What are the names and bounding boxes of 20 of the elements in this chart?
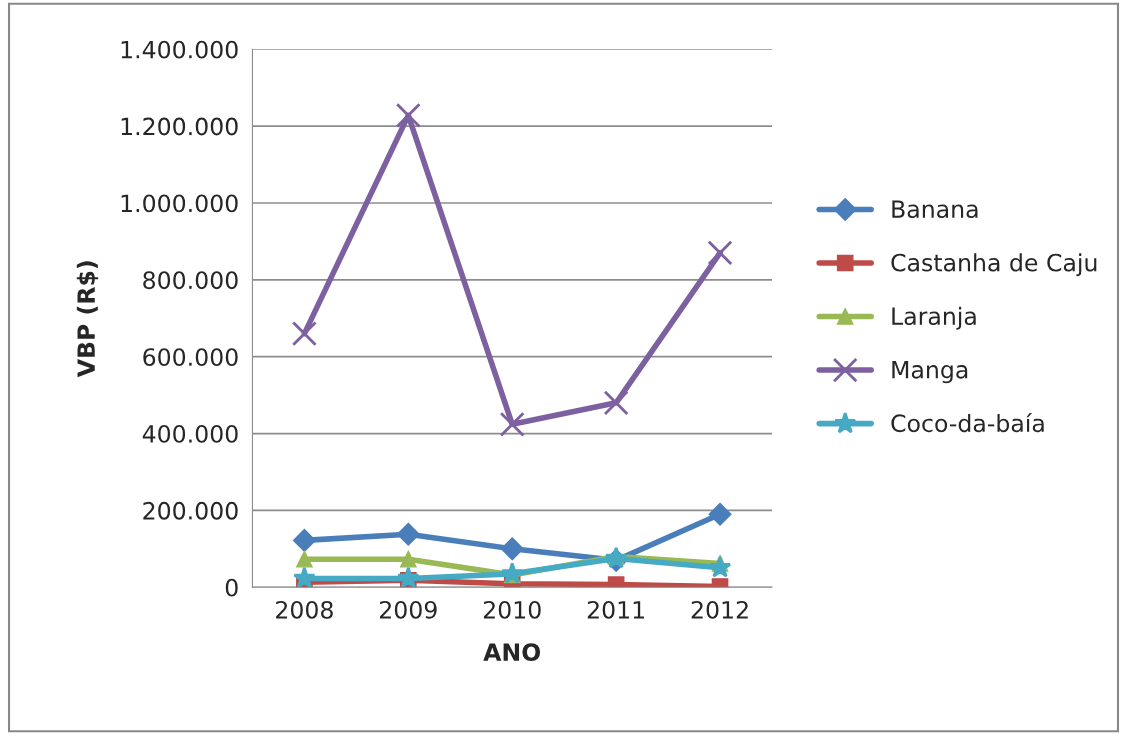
legend-label: Manga bbox=[892, 361, 968, 384]
legend-label: Coco-da-baía bbox=[891, 412, 1044, 433]
y-tick-label: 0 bbox=[225, 578, 238, 597]
x-tick-label: 2009 bbox=[380, 600, 437, 619]
y-tick-label: 400.000 bbox=[142, 424, 238, 443]
x-tick-label: 2011 bbox=[587, 600, 644, 619]
x-tick-label: 2010 bbox=[483, 600, 541, 619]
y-tick-label: 600.000 bbox=[143, 348, 238, 366]
x-tick-label: 2012 bbox=[691, 600, 748, 619]
y-tick-label: 1.200.000 bbox=[121, 117, 238, 136]
x-tick-label: 2008 bbox=[276, 600, 333, 619]
legend-label: Banana bbox=[892, 200, 978, 219]
legend-label: Laranja bbox=[892, 306, 976, 330]
y-axis-title: VBP (R$) bbox=[76, 261, 99, 378]
y-tick-label: 1.400.000 bbox=[121, 40, 238, 59]
legend-label: Castanha de Caju bbox=[891, 253, 1097, 277]
y-tick-label: 200.000 bbox=[143, 501, 238, 520]
y-tick-label: 800.000 bbox=[143, 271, 238, 290]
y-tick-label: 1.000.000 bbox=[121, 194, 238, 213]
x-axis-title: ANO bbox=[483, 643, 541, 662]
